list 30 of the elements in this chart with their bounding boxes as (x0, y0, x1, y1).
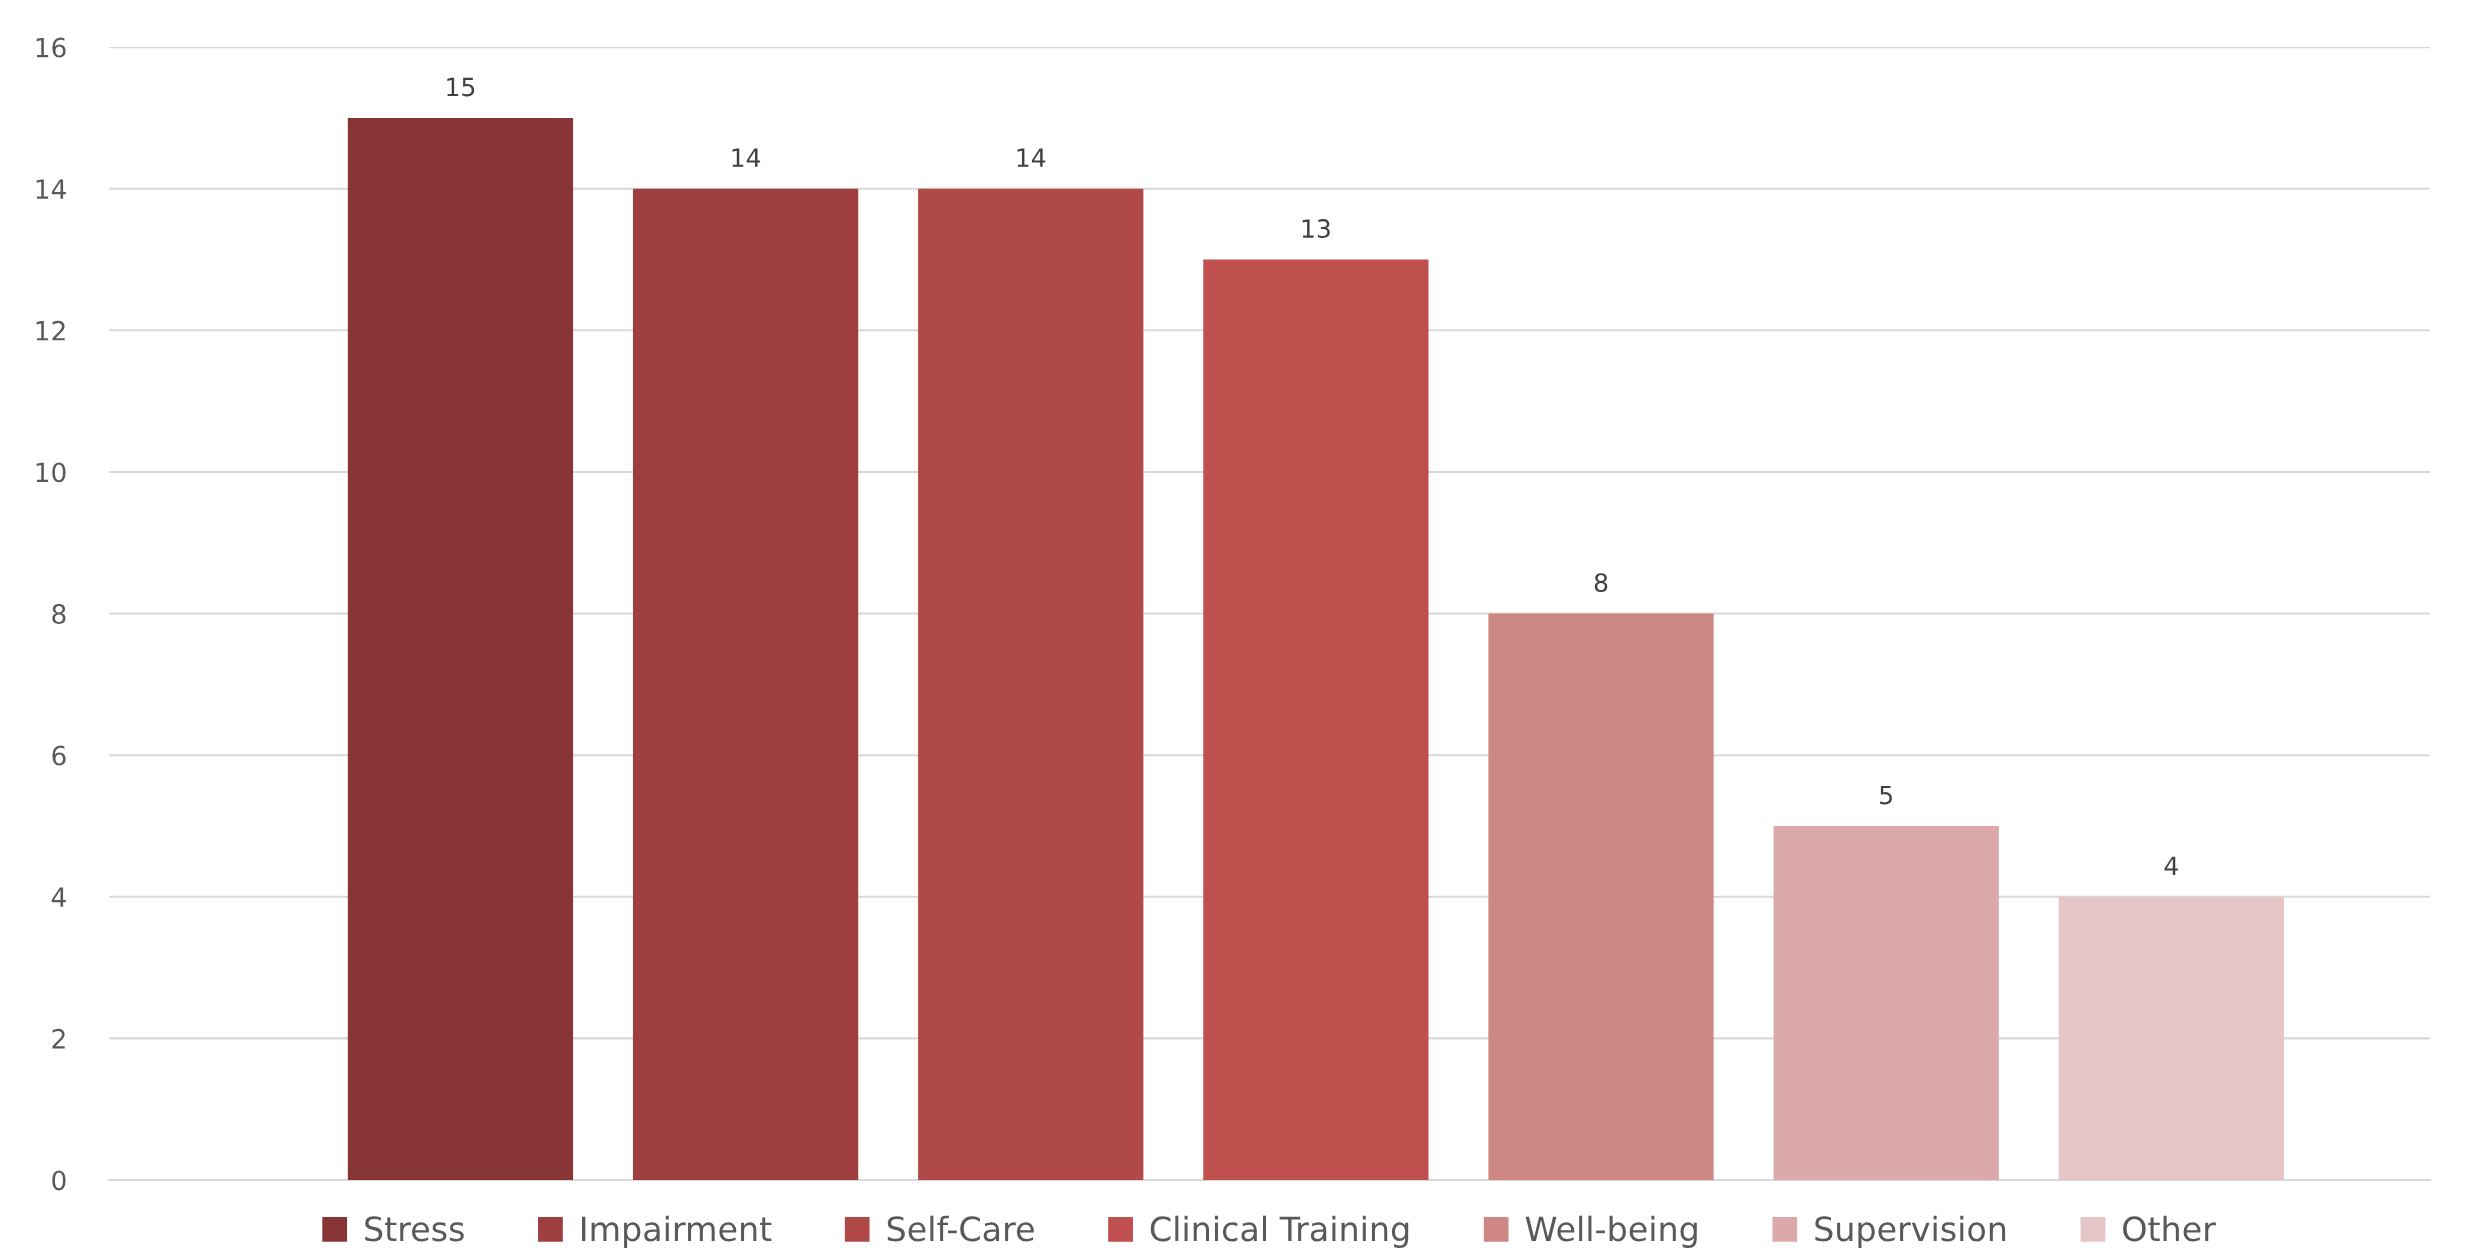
legend-label: Well-being (1525, 1215, 1697, 1248)
y-tick-label: 14 (36, 179, 66, 199)
bar (2058, 896, 2284, 1181)
legend-label: Clinical Training (1150, 1215, 1409, 1248)
y-tick-label: 10 (36, 462, 66, 483)
bar (1488, 613, 1714, 1181)
legend-label: Supervision (1815, 1215, 2006, 1248)
legend-label: Impairment (582, 1215, 772, 1248)
y-tick-label: 8 (52, 604, 66, 624)
data-label: 8 (1594, 573, 1608, 593)
y-tick-label: 6 (52, 745, 66, 766)
y-tick-label: 4 (51, 887, 66, 907)
data-label: 14 (1017, 148, 1046, 167)
y-tick-label: 0 (52, 1170, 66, 1191)
data-label: 4 (2164, 856, 2178, 875)
bar (918, 188, 1144, 1181)
bar (1773, 825, 1999, 1181)
data-label: 5 (1880, 785, 1892, 805)
legend-label: Self-Care (887, 1215, 1034, 1242)
legend-label: Other (2123, 1215, 2216, 1242)
y-tick-label: 12 (36, 320, 65, 341)
y-tick-label: 16 (36, 37, 66, 58)
y-tick-label: 2 (52, 1028, 65, 1049)
data-label: 14 (732, 148, 761, 167)
legend-label: Stress (365, 1216, 464, 1242)
data-label: 13 (1302, 219, 1330, 239)
bar (632, 188, 859, 1181)
bar (1203, 259, 1429, 1181)
data-label: 15 (447, 77, 475, 97)
bar (347, 117, 574, 1181)
